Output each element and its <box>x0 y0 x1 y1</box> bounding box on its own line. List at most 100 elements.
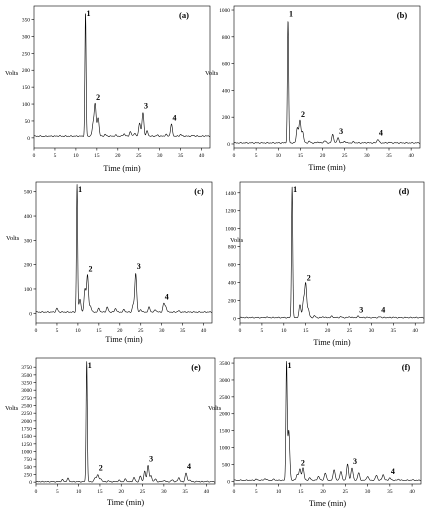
peak-label-4: 4 <box>172 113 176 122</box>
plot-frame <box>239 181 425 324</box>
y-tick-label: 800 <box>222 35 230 41</box>
panel-tag: (b) <box>397 10 408 20</box>
x-tick-label: 30 <box>365 489 371 495</box>
x-tick-label: 10 <box>276 489 282 495</box>
x-tick-label: 10 <box>276 153 282 159</box>
peak-label-1: 1 <box>288 361 292 370</box>
x-tick-label: 40 <box>408 153 414 159</box>
x-tick-label: 25 <box>347 328 353 334</box>
x-tick-label: 20 <box>320 489 326 495</box>
x-tick-label: 5 <box>255 489 258 495</box>
peak-label-2: 2 <box>96 93 100 102</box>
y-tick-label: 200 <box>222 115 230 121</box>
peak-label-4: 4 <box>381 306 385 315</box>
y-axis-label: Volts <box>6 235 20 242</box>
peak-label-2: 2 <box>89 265 93 274</box>
x-tick-label: 20 <box>119 489 125 495</box>
y-tick-label: 2000 <box>219 412 230 418</box>
y-tick-label: 1200 <box>225 209 236 215</box>
chromatogram-trace <box>35 361 216 483</box>
y-tick-label: 1000 <box>21 450 32 456</box>
x-tick-label: 10 <box>75 328 81 334</box>
y-tick-label: 0 <box>227 479 230 485</box>
x-axis-label: Time (min) <box>103 164 141 173</box>
x-tick-label: 35 <box>386 153 392 159</box>
x-tick-label: 40 <box>413 328 419 334</box>
y-tick-label: 350 <box>22 18 30 24</box>
plot-frame <box>35 181 213 324</box>
peak-label-2: 2 <box>301 110 305 119</box>
y-tick-label: 1500 <box>219 429 230 435</box>
y-tick-label: 2250 <box>21 411 32 417</box>
x-tick-label: 10 <box>76 489 82 495</box>
x-axis-label: Time (min) <box>313 338 351 347</box>
chromatogram-trace <box>233 21 421 144</box>
x-tick-label: 25 <box>136 153 142 159</box>
y-axis-label: Volts <box>230 237 244 244</box>
chromatogram-trace <box>35 184 213 313</box>
x-tick-label: 5 <box>56 328 59 334</box>
x-tick-label: 30 <box>161 489 167 495</box>
y-tick-label: 400 <box>222 88 230 94</box>
y-tick-label: 200 <box>24 263 32 269</box>
y-tick-label: 3000 <box>219 378 230 384</box>
y-tick-label: 3500 <box>219 361 230 367</box>
y-tick-label: 0 <box>29 480 32 486</box>
x-tick-label: 30 <box>369 328 375 334</box>
peak-label-2: 2 <box>99 463 103 472</box>
chromatogram-trace <box>33 13 211 138</box>
x-tick-label: 30 <box>364 153 370 159</box>
peak-label-3: 3 <box>339 127 343 136</box>
y-axis-label: Volts <box>208 405 222 412</box>
y-tick-label: 100 <box>22 102 30 108</box>
y-tick-label: 800 <box>228 245 236 251</box>
y-tick-label: 2750 <box>21 396 32 402</box>
x-tick-label: 5 <box>54 153 57 159</box>
y-tick-label: 250 <box>24 472 32 478</box>
x-tick-label: 20 <box>325 328 331 334</box>
x-axis-label: Time (min) <box>308 163 346 172</box>
peak-label-1: 1 <box>88 361 92 370</box>
y-tick-label: 1000 <box>219 8 230 14</box>
y-tick-label: 0 <box>233 317 236 323</box>
x-tick-label: 0 <box>239 328 242 334</box>
x-tick-label: 40 <box>199 153 205 159</box>
x-tick-label: 0 <box>35 489 38 495</box>
x-tick-label: 35 <box>391 328 397 334</box>
x-tick-label: 25 <box>138 328 144 334</box>
y-tick-label: 750 <box>24 457 32 463</box>
panel-tag: (d) <box>399 186 410 196</box>
x-tick-label: 5 <box>261 328 264 334</box>
x-tick-label: 25 <box>343 489 349 495</box>
y-tick-label: 3750 <box>21 365 32 371</box>
peak-label-3: 3 <box>137 262 141 271</box>
peak-label-4: 4 <box>379 128 383 137</box>
x-tick-label: 30 <box>159 328 165 334</box>
y-tick-label: 500 <box>24 190 32 196</box>
x-tick-label: 25 <box>140 489 146 495</box>
x-tick-label: 5 <box>56 489 59 495</box>
y-axis-label: Volts <box>205 70 219 77</box>
y-tick-label: 250 <box>22 51 30 57</box>
y-tick-label: 1750 <box>21 427 32 433</box>
y-tick-label: 2000 <box>21 419 32 425</box>
x-tick-label: 20 <box>115 153 121 159</box>
x-tick-label: 10 <box>73 153 79 159</box>
x-axis-label: Time (min) <box>309 499 347 508</box>
x-tick-label: 0 <box>35 328 38 334</box>
x-axis-label: Time (min) <box>105 335 143 344</box>
peak-label-1: 1 <box>293 185 297 194</box>
y-tick-label: 1400 <box>225 191 236 197</box>
y-tick-label: 3250 <box>21 381 32 387</box>
panel-tag: (c) <box>194 186 204 196</box>
chromatogram-trace <box>233 361 422 482</box>
y-tick-label: 1000 <box>219 446 230 452</box>
x-tick-label: 15 <box>97 489 103 495</box>
x-tick-label: 40 <box>204 489 210 495</box>
x-tick-label: 0 <box>233 153 236 159</box>
y-tick-label: 400 <box>24 214 32 220</box>
x-tick-label: 35 <box>180 328 186 334</box>
